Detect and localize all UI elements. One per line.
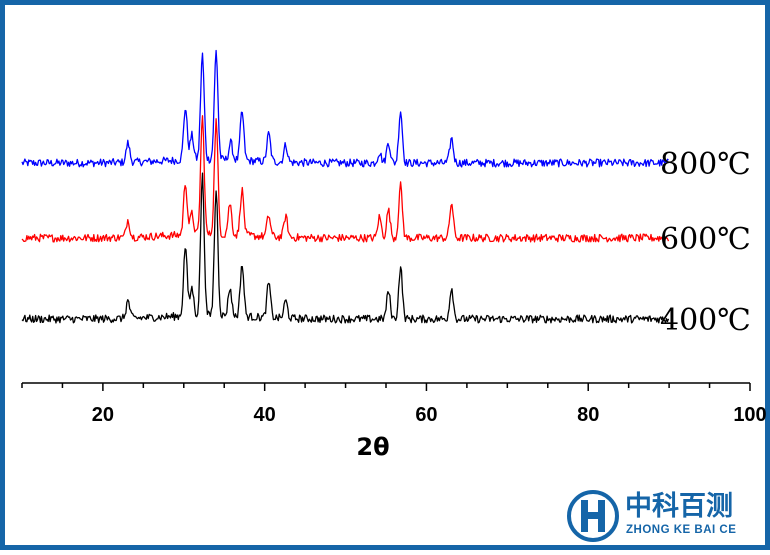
logo-name-en: ZHONG KE BAI CE bbox=[626, 524, 736, 536]
series-line-1 bbox=[21, 115, 670, 243]
x-axis-title: 2θ bbox=[356, 433, 389, 461]
x-tick-label-100: 100 bbox=[733, 404, 766, 426]
series-label-2: 400℃ bbox=[660, 303, 751, 338]
series-line-2 bbox=[21, 172, 670, 324]
series-label-0: 800℃ bbox=[660, 147, 751, 182]
series-group bbox=[21, 49, 670, 324]
x-tick-label-20: 20 bbox=[92, 404, 114, 426]
x-axis: 20 40 60 80 100 bbox=[21, 382, 767, 426]
series-line-0 bbox=[21, 49, 669, 168]
xrd-chart: 20 40 60 80 100 2θ 800℃ 600℃ 400℃ 中科百测 ZHONG K… bbox=[21, 49, 767, 542]
logo: 中科百测 ZHONG KE BAI CE bbox=[567, 490, 736, 542]
x-tick-label-80: 80 bbox=[577, 404, 599, 426]
logo-name-cn: 中科百测 bbox=[625, 491, 733, 522]
series-label-1: 600℃ bbox=[660, 222, 751, 257]
logo-mark bbox=[567, 490, 619, 542]
x-tick-label-60: 60 bbox=[415, 404, 437, 426]
series-labels: 800℃ 600℃ 400℃ bbox=[660, 147, 751, 338]
x-tick-label-40: 40 bbox=[254, 404, 276, 426]
